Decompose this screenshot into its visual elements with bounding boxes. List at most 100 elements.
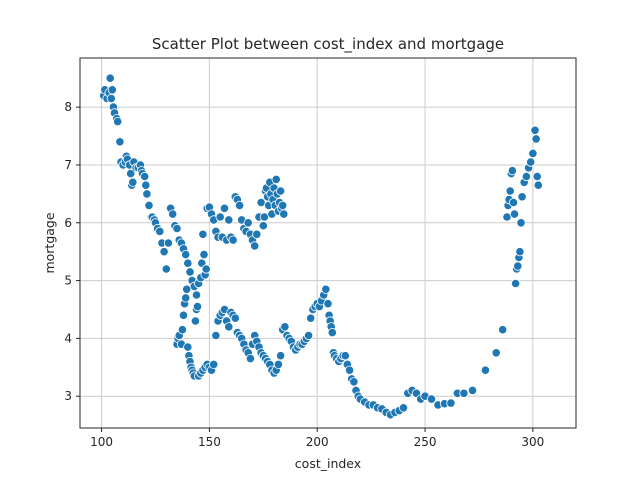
data-point (141, 180, 151, 190)
y-tick-label: 5 (64, 274, 72, 288)
data-point (245, 353, 255, 364)
data-point (128, 177, 138, 187)
data-point (144, 200, 154, 210)
data-point (177, 325, 187, 335)
data-point (516, 218, 526, 228)
x-tick-label: 100 (90, 435, 113, 449)
data-point (532, 171, 542, 182)
data-point (106, 93, 116, 104)
data-point (252, 229, 262, 239)
data-point (191, 290, 202, 300)
plot-frame (79, 57, 577, 429)
data-point (190, 316, 200, 326)
x-tick-label: 200 (306, 435, 329, 449)
data-point (508, 197, 519, 208)
data-point (250, 241, 260, 251)
data-point (182, 284, 192, 294)
data-point (142, 189, 152, 199)
chart-title: Scatter Plot between cost_index and mort… (152, 35, 504, 54)
data-point (115, 137, 125, 147)
data-point (211, 330, 221, 341)
data-point (163, 238, 173, 248)
data-point (340, 351, 350, 361)
x-tick-label: 150 (198, 435, 221, 449)
x-axis-label: cost_index (295, 456, 361, 471)
y-tick-label: 6 (64, 216, 72, 230)
data-point (113, 117, 123, 127)
data-point (279, 209, 289, 219)
data-point (531, 134, 541, 144)
data-point (491, 348, 501, 358)
data-point (275, 351, 286, 361)
data-point (275, 186, 286, 196)
data-point (517, 192, 527, 202)
data-point (533, 180, 543, 190)
data-point (467, 385, 478, 395)
data-point (521, 171, 532, 182)
data-point (199, 250, 209, 260)
data-point (480, 365, 490, 375)
data-point (159, 247, 169, 257)
x-tick-label: 250 (414, 435, 437, 449)
data-point (271, 174, 281, 184)
data-point (459, 388, 469, 398)
data-point (126, 169, 136, 179)
data-point (526, 157, 536, 167)
data-point (258, 221, 268, 231)
data-point (172, 223, 182, 234)
data-point (498, 325, 508, 335)
y-tick-label: 3 (64, 389, 72, 403)
data-point (192, 301, 203, 312)
data-point (278, 200, 288, 210)
data-point (510, 278, 521, 289)
data-point (273, 359, 283, 369)
data-point (243, 218, 253, 228)
data-point (323, 299, 333, 309)
data-point (446, 398, 456, 408)
data-point (181, 293, 191, 303)
data-point (224, 322, 234, 332)
data-point (183, 342, 193, 352)
data-point (155, 226, 165, 236)
data-point (198, 229, 208, 239)
data-point (140, 171, 150, 182)
data-point (228, 235, 238, 245)
y-tick-label: 4 (64, 331, 72, 345)
data-point (235, 200, 245, 210)
data-point (515, 247, 525, 257)
data-points (99, 73, 543, 420)
data-point (168, 209, 178, 219)
x-tick-label: 300 (521, 435, 544, 449)
data-point (398, 403, 409, 413)
data-point (344, 365, 355, 375)
data-point (321, 284, 331, 294)
data-point (280, 322, 290, 332)
data-point (426, 394, 437, 404)
grid (80, 58, 576, 428)
data-point (513, 261, 523, 271)
data-point (178, 310, 189, 320)
data-point (505, 186, 515, 196)
data-point (161, 264, 171, 274)
data-point (509, 209, 520, 219)
y-axis-label: mortgage (42, 212, 57, 273)
data-point (219, 203, 230, 213)
y-tick-label: 7 (64, 158, 72, 172)
data-point (183, 258, 193, 268)
data-point (327, 327, 337, 338)
data-point (528, 148, 538, 158)
data-point (530, 125, 540, 135)
data-point (181, 250, 191, 260)
y-tick-label: 8 (64, 100, 72, 114)
data-point (185, 267, 195, 277)
data-point (107, 85, 117, 95)
data-point (105, 73, 115, 83)
data-point (306, 313, 316, 323)
data-point (201, 264, 211, 274)
data-point (215, 212, 225, 222)
data-point (507, 166, 518, 176)
axis-ticks: 100 150 200 250 300 3 4 5 6 7 8 (64, 100, 544, 449)
data-point (349, 377, 359, 387)
